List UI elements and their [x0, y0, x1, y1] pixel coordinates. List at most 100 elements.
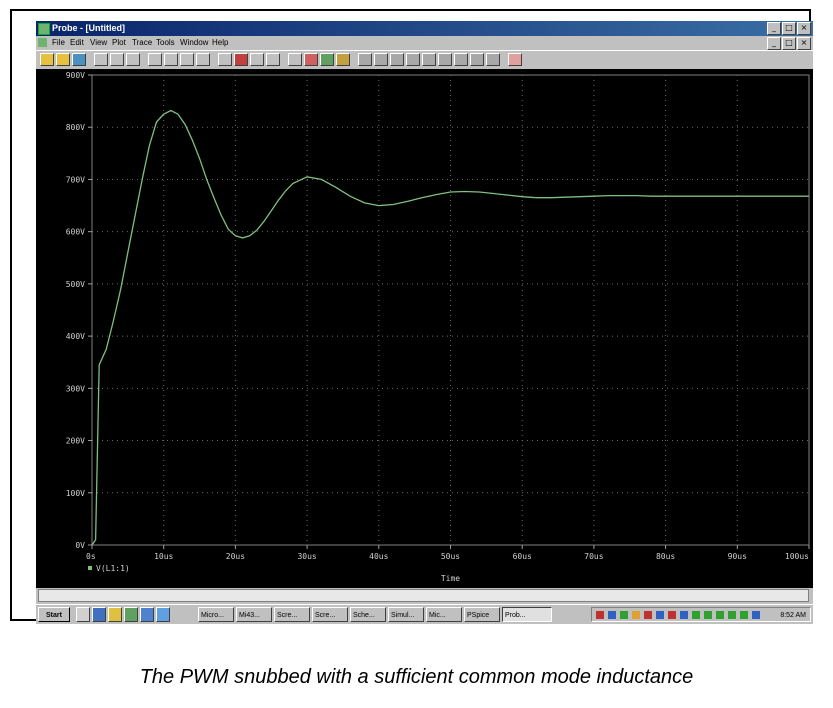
taskbar-item-5[interactable]: Sche...: [350, 607, 386, 622]
taskbar-item-6[interactable]: Simul...: [388, 607, 424, 622]
tray-icon-2[interactable]: [608, 611, 616, 619]
taskbar-item-7[interactable]: Mic...: [426, 607, 462, 622]
start-button[interactable]: Start: [38, 607, 70, 622]
menu-help[interactable]: Help: [212, 38, 229, 47]
tray-icon-13[interactable]: [740, 611, 748, 619]
tray-icon-3[interactable]: [620, 611, 628, 619]
paste-icon[interactable]: [126, 53, 140, 66]
cursor-max-icon[interactable]: [422, 53, 436, 66]
y-tick-label: 0V: [75, 541, 85, 550]
tray-icon-6[interactable]: [656, 611, 664, 619]
window-title: Probe - [Untitled]: [52, 23, 125, 33]
tray-icon-10[interactable]: [704, 611, 712, 619]
zoom-area-icon[interactable]: [180, 53, 194, 66]
media-quicklaunch-icon[interactable]: [140, 607, 154, 622]
menu-window[interactable]: Window: [180, 38, 209, 47]
tray-clock[interactable]: 8:52 AM: [780, 612, 806, 619]
toggle-cursor-icon[interactable]: [508, 53, 522, 66]
cursor-point-icon[interactable]: [438, 53, 452, 66]
close-button[interactable]: ×: [797, 22, 811, 35]
windows-taskbar: Start Micro... Mi43... Scre... Scre... S…: [36, 604, 813, 624]
log-x-icon[interactable]: [218, 53, 232, 66]
tray-icon-7[interactable]: [668, 611, 676, 619]
y-tick-label: 500V: [66, 280, 85, 289]
add-trace-icon[interactable]: [266, 53, 280, 66]
cursor-icon[interactable]: [304, 53, 318, 66]
probe-window: Probe - [Untitled] _ □ × File Edit View …: [36, 21, 813, 624]
menu-edit[interactable]: Edit: [70, 38, 84, 47]
x-tick-label: 0s: [86, 552, 96, 561]
maximize-button[interactable]: □: [782, 22, 796, 35]
taskbar-item-probe[interactable]: Prob...: [502, 607, 552, 622]
taskbar-item-2[interactable]: Mi43...: [236, 607, 272, 622]
x-tick-label: 20us: [226, 552, 245, 561]
y-tick-label: 700V: [66, 175, 85, 184]
cursor-slope-icon[interactable]: [390, 53, 404, 66]
ie-quicklaunch-icon[interactable]: [92, 607, 106, 622]
menu-bar: File Edit View Plot Trace Tools Window H…: [36, 36, 813, 49]
cursor-trough-icon[interactable]: [374, 53, 388, 66]
x-tick-label: 70us: [584, 552, 603, 561]
fourier-icon[interactable]: [234, 53, 248, 66]
probe-app-icon: [38, 23, 50, 35]
toolbar: [36, 50, 813, 70]
system-tray: 8:52 AM: [591, 607, 811, 622]
x-tick-label: 40us: [369, 552, 388, 561]
tray-icon-11[interactable]: [716, 611, 724, 619]
cut-icon[interactable]: [94, 53, 108, 66]
x-tick-label: 50us: [441, 552, 460, 561]
menu-view[interactable]: View: [90, 38, 108, 47]
cursor-search-icon[interactable]: [454, 53, 468, 66]
mark-data-icon[interactable]: [486, 53, 500, 66]
tray-icon-12[interactable]: [728, 611, 736, 619]
doc-minimize-button[interactable]: _: [767, 37, 781, 50]
menu-tools[interactable]: Tools: [156, 38, 175, 47]
zoom-out-icon[interactable]: [164, 53, 178, 66]
menu-file[interactable]: File: [52, 38, 65, 47]
add-plot-icon[interactable]: [288, 53, 302, 66]
cursor-min-icon[interactable]: [406, 53, 420, 66]
new-file-icon[interactable]: [40, 53, 54, 66]
title-bar[interactable]: Probe - [Untitled] _ □ ×: [36, 21, 813, 36]
zoom-fit-icon[interactable]: [196, 53, 210, 66]
cursor-next-icon[interactable]: [470, 53, 484, 66]
tray-icon-1[interactable]: [596, 611, 604, 619]
y-tick-label: 600V: [66, 228, 85, 237]
outlook-quicklaunch-icon[interactable]: [156, 607, 170, 622]
taskbar-item-3[interactable]: Scre...: [274, 607, 310, 622]
copy-icon[interactable]: [110, 53, 124, 66]
waveform-chart[interactable]: 0V 100V 200V 300V 400V 500V 600V 700V 800V 900V 0s…: [36, 69, 813, 588]
y-tick-label: 200V: [66, 437, 85, 446]
mark-label-icon[interactable]: [320, 53, 334, 66]
folder-quicklaunch-icon[interactable]: [108, 607, 122, 622]
x-tick-label: 30us: [297, 552, 316, 561]
y-tick-label: 400V: [66, 332, 85, 341]
open-file-icon[interactable]: [56, 53, 70, 66]
taskbar-item-8[interactable]: PSpice: [464, 607, 500, 622]
plot-area[interactable]: 0V 100V 200V 300V 400V 500V 600V 700V 800V 900V 0s…: [36, 69, 813, 588]
desktop-quicklaunch-icon[interactable]: [76, 607, 90, 622]
horizontal-scrollbar[interactable]: [38, 589, 809, 602]
tray-icon-4[interactable]: [632, 611, 640, 619]
doc-close-button[interactable]: ×: [797, 37, 811, 50]
minimize-button[interactable]: _: [767, 22, 781, 35]
document-icon[interactable]: [38, 38, 47, 47]
legend-label: V(L1:1): [96, 564, 130, 573]
performance-icon[interactable]: [250, 53, 264, 66]
marker-icon[interactable]: [336, 53, 350, 66]
tray-icon-5[interactable]: [644, 611, 652, 619]
menu-trace[interactable]: Trace: [132, 38, 153, 47]
tray-icon-8[interactable]: [680, 611, 688, 619]
tray-icon-9[interactable]: [692, 611, 700, 619]
menu-plot[interactable]: Plot: [112, 38, 126, 47]
cursor-peak-icon[interactable]: [358, 53, 372, 66]
save-icon[interactable]: [72, 53, 86, 66]
zoom-in-icon[interactable]: [148, 53, 162, 66]
taskbar-item-1[interactable]: Micro...: [198, 607, 234, 622]
app-quicklaunch-icon[interactable]: [124, 607, 138, 622]
doc-maximize-button[interactable]: □: [782, 37, 796, 50]
x-tick-label: 80us: [656, 552, 675, 561]
tray-icon-14[interactable]: [752, 611, 760, 619]
x-axis-label: Time: [441, 574, 460, 583]
taskbar-item-4[interactable]: Scre...: [312, 607, 348, 622]
